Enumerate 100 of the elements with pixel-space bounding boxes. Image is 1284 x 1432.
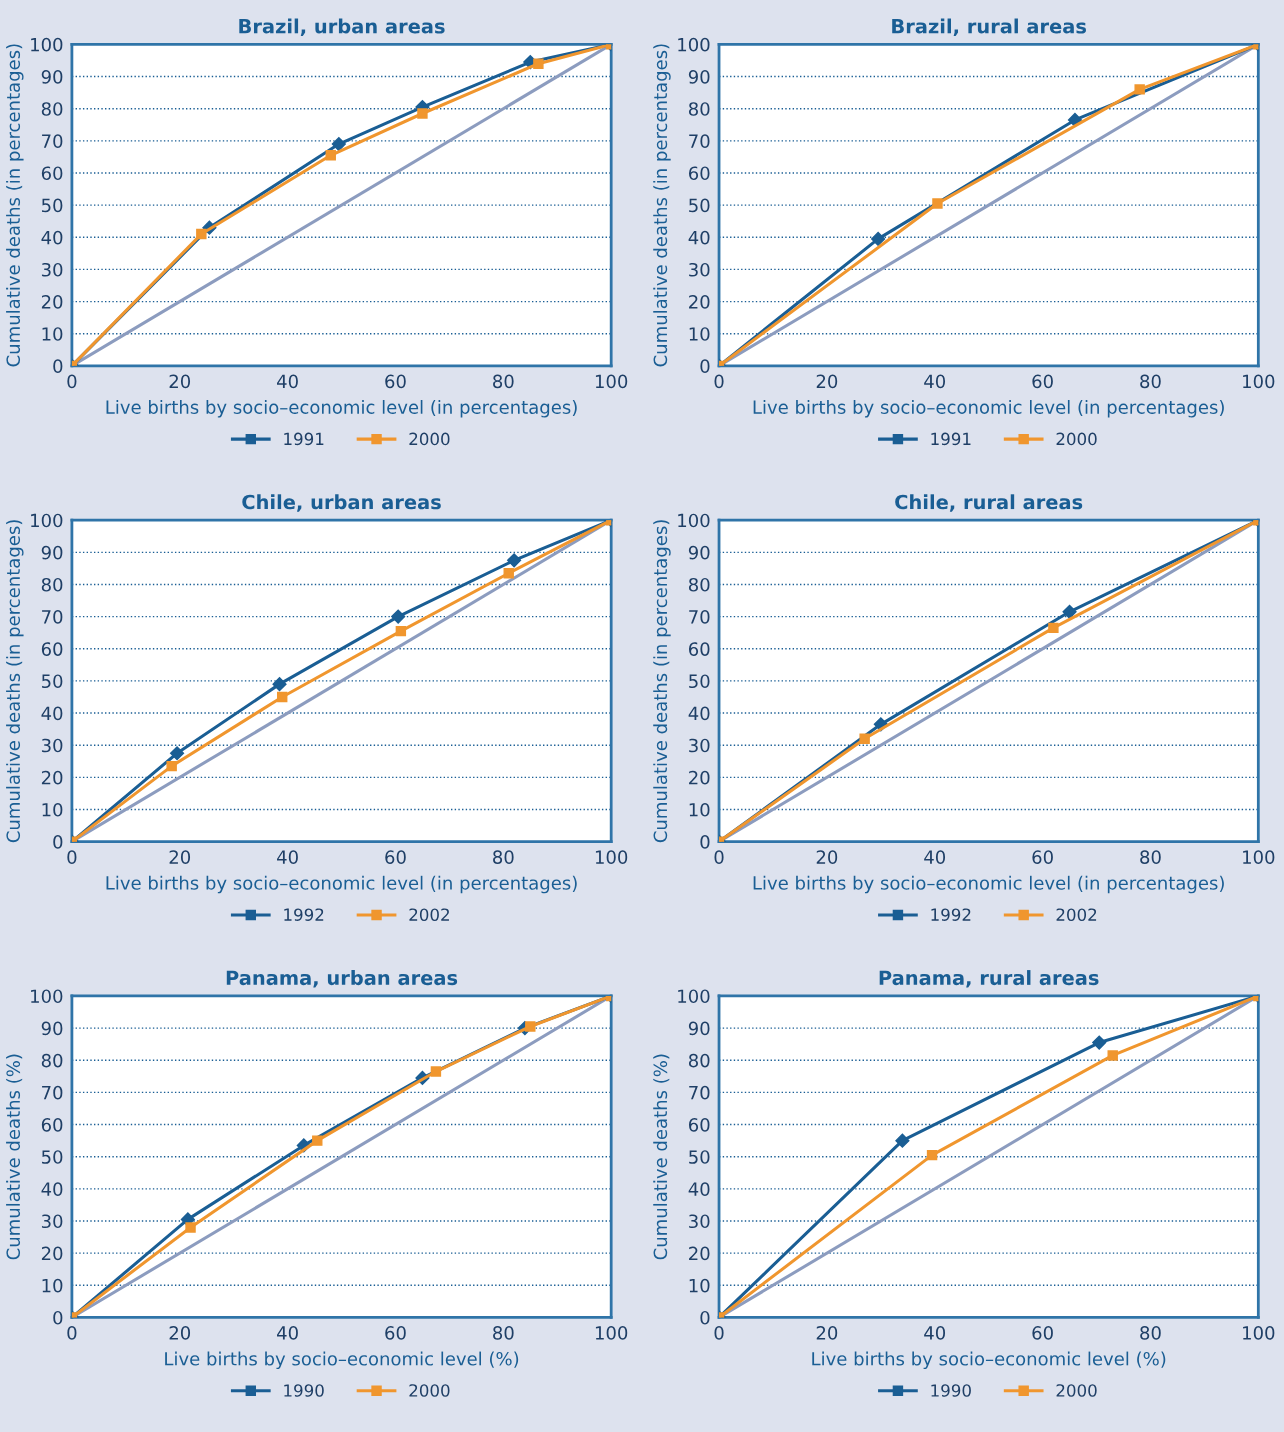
x-tick-label: 100 xyxy=(1243,374,1275,389)
x-tick-label: 20 xyxy=(169,374,191,389)
x-tick-label: 0 xyxy=(714,1326,724,1340)
x-tick-label: 60 xyxy=(1032,374,1053,389)
y-tick-label: 10 xyxy=(689,1278,710,1293)
x-tick-label: 100 xyxy=(595,374,628,389)
y-tick-label: 60 xyxy=(41,642,63,656)
y-tick-label: 90 xyxy=(688,545,710,560)
x-axis-title: Live births by socio–economic level (in percentages) xyxy=(106,400,577,418)
y-tick-label: 30 xyxy=(41,738,63,753)
y-tick-label: 70 xyxy=(689,610,710,624)
x-tick-label: 60 xyxy=(1032,1326,1053,1340)
y-tick-label: 20 xyxy=(41,295,63,309)
x-tick-label: 40 xyxy=(924,1326,946,1340)
x-tick-label: 0 xyxy=(67,1326,77,1340)
y-tick-label: 40 xyxy=(41,1182,63,1196)
y-tick-label: 90 xyxy=(688,70,710,84)
y-tick-label: 60 xyxy=(688,166,710,181)
legend-label: 2000 xyxy=(1056,1384,1097,1397)
x-tick-label: 80 xyxy=(493,374,514,389)
y-tick-label: 70 xyxy=(689,134,710,148)
y-tick-label: 80 xyxy=(688,102,710,116)
y-tick-label: 10 xyxy=(689,327,710,341)
y-tick-label: 0 xyxy=(53,359,63,373)
x-tick-label: 20 xyxy=(816,374,838,389)
y-tick-label: 90 xyxy=(41,70,63,84)
y-tick-label: 20 xyxy=(41,1246,63,1261)
y-tick-label: 30 xyxy=(689,262,710,277)
x-tick-label: 0 xyxy=(714,850,724,864)
x-axis-title: Live births by socio–economic level (in percentages) xyxy=(753,875,1224,894)
x-tick-label: 100 xyxy=(595,1326,628,1340)
y-tick-label: 100 xyxy=(678,37,710,52)
x-tick-label: 20 xyxy=(816,850,838,864)
y-tick-label: 100 xyxy=(678,513,710,528)
x-tick-label: 0 xyxy=(67,850,77,864)
y-axis-title: Cumulative deaths (in percentages) xyxy=(653,520,671,843)
legend-label: 1991 xyxy=(284,432,324,446)
y-tick-label: 50 xyxy=(689,674,710,689)
x-tick-label: 0 xyxy=(714,374,724,389)
x-tick-label: 20 xyxy=(169,1326,191,1340)
y-axis-title: Cumulative deaths (%) xyxy=(6,1054,23,1260)
y-tick-label: 50 xyxy=(689,1150,710,1164)
legend-label: 1990 xyxy=(284,1384,324,1397)
y-tick-label: 40 xyxy=(41,706,63,721)
y-tick-label: 0 xyxy=(700,1310,710,1325)
y-tick-label: 40 xyxy=(688,1182,710,1196)
y-tick-label: 10 xyxy=(42,327,63,341)
chart-title: Chile, urban areas xyxy=(242,494,441,512)
x-tick-label: 100 xyxy=(595,850,628,864)
x-tick-label: 40 xyxy=(277,374,298,389)
y-tick-label: 70 xyxy=(42,1085,63,1100)
x-axis-title: Live births by socio–economic level (%) xyxy=(165,1351,519,1370)
y-tick-label: 80 xyxy=(688,577,710,592)
y-tick-label: 10 xyxy=(689,802,710,817)
y-tick-label: 30 xyxy=(41,1214,63,1229)
y-tick-label: 100 xyxy=(31,989,63,1004)
x-tick-label: 80 xyxy=(1140,850,1161,864)
y-tick-label: 70 xyxy=(689,1085,710,1100)
x-tick-label: 80 xyxy=(1140,1326,1161,1340)
legend-label: 2000 xyxy=(409,432,450,446)
x-tick-label: 80 xyxy=(1140,374,1161,389)
y-tick-label: 80 xyxy=(41,1053,63,1068)
x-tick-label: 40 xyxy=(924,850,946,864)
x-tick-label: 60 xyxy=(385,1326,406,1340)
y-tick-label: 20 xyxy=(689,770,710,785)
y-tick-label: 0 xyxy=(700,835,710,849)
y-tick-label: 50 xyxy=(41,198,63,213)
y-tick-label: 90 xyxy=(41,1021,63,1036)
chart-title: Panama, urban areas xyxy=(226,970,458,988)
y-tick-label: 70 xyxy=(42,134,63,148)
legend-label: 1992 xyxy=(284,908,324,921)
chart-title: Brazil, rural areas xyxy=(892,18,1087,37)
y-tick-label: 90 xyxy=(688,1021,710,1036)
y-tick-label: 20 xyxy=(41,770,63,785)
x-tick-label: 60 xyxy=(1032,850,1053,864)
y-tick-label: 30 xyxy=(689,738,710,753)
y-tick-label: 10 xyxy=(42,1278,63,1293)
x-tick-label: 100 xyxy=(1243,850,1275,864)
legend-label: 1992 xyxy=(931,908,971,921)
y-axis-title: Cumulative deaths (%) xyxy=(653,1054,670,1260)
y-tick-label: 30 xyxy=(41,262,63,277)
y-tick-label: 70 xyxy=(42,610,63,624)
y-tick-label: 50 xyxy=(41,1150,63,1164)
x-axis-title: Live births by socio–economic level (in percentages) xyxy=(753,400,1224,418)
y-axis-title: Cumulative deaths (in percentages) xyxy=(653,44,671,367)
y-tick-label: 80 xyxy=(688,1053,710,1068)
y-tick-label: 50 xyxy=(41,674,63,689)
legend-label: 1990 xyxy=(931,1384,971,1397)
y-tick-label: 20 xyxy=(689,295,710,309)
x-axis-title: Live births by socio–economic level (%) xyxy=(812,1351,1166,1370)
y-axis-title: Cumulative deaths (in percentages) xyxy=(6,44,24,367)
y-tick-label: 80 xyxy=(41,577,63,592)
y-tick-label: 100 xyxy=(678,989,710,1004)
x-tick-label: 40 xyxy=(277,1326,298,1340)
y-tick-label: 40 xyxy=(41,230,63,245)
y-tick-label: 80 xyxy=(41,102,63,116)
legend-label: 1991 xyxy=(931,432,971,446)
legend-label: 2000 xyxy=(1056,432,1097,446)
legend-label: 2000 xyxy=(409,1384,450,1397)
legend-label: 2002 xyxy=(1056,908,1097,921)
